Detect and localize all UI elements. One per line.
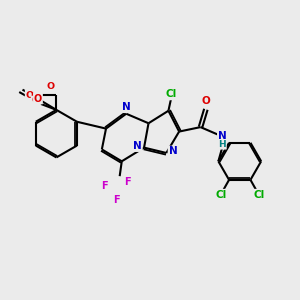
Text: F: F bbox=[101, 181, 108, 191]
Text: Cl: Cl bbox=[253, 190, 264, 200]
Text: N: N bbox=[218, 131, 226, 141]
Text: O: O bbox=[34, 94, 42, 103]
Text: N: N bbox=[133, 141, 142, 151]
Text: F: F bbox=[124, 177, 130, 187]
Text: O: O bbox=[202, 96, 210, 106]
Text: N: N bbox=[169, 146, 177, 157]
Text: Cl: Cl bbox=[165, 89, 176, 99]
Text: O: O bbox=[47, 82, 55, 91]
Text: O: O bbox=[32, 97, 40, 106]
Text: H: H bbox=[218, 140, 226, 149]
Text: N: N bbox=[122, 102, 131, 112]
Text: O: O bbox=[26, 91, 34, 100]
Text: F: F bbox=[113, 195, 120, 205]
Text: Cl: Cl bbox=[215, 190, 226, 200]
